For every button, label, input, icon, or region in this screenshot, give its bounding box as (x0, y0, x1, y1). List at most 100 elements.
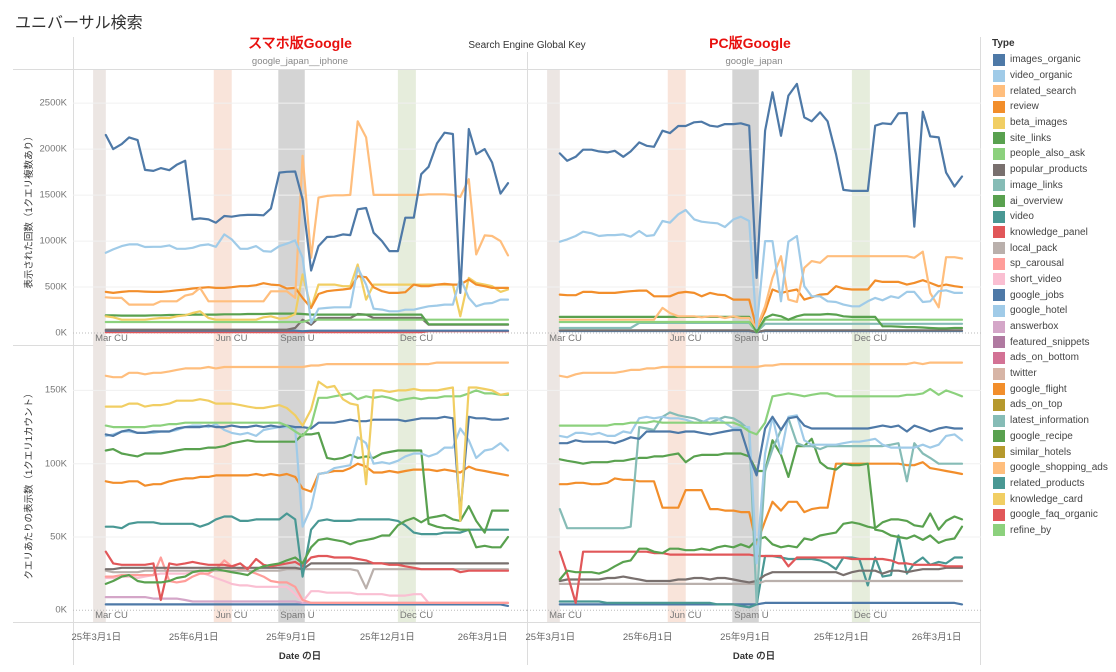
band-label: Dec CU (854, 610, 887, 621)
legend-swatch (993, 414, 1005, 427)
legend-swatch (993, 493, 1005, 506)
global-key-header: Search Engine Global Key (468, 40, 586, 51)
legend-item-knowledge_panel[interactable]: knowledge_panel (987, 225, 1116, 241)
band-spam-u (278, 345, 305, 622)
legend-item-ads_on_top[interactable]: ads_on_top (987, 397, 1116, 413)
legend-label: local_pack (1010, 242, 1058, 254)
legend-item-google_hotel[interactable]: google_hotel (987, 303, 1116, 319)
legend-item-google_flight[interactable]: google_flight (987, 381, 1116, 397)
legend-title: Type (992, 38, 1015, 49)
legend-swatch (993, 383, 1005, 396)
pc-annotation: PC版Google (709, 35, 791, 51)
legend-item-featured_snippets[interactable]: featured_snippets (987, 334, 1116, 350)
series-line-local_pack (558, 579, 964, 585)
series-line-people_also_ask (104, 318, 510, 324)
legend-item-local_pack[interactable]: local_pack (987, 240, 1116, 256)
series-line-images_organic (104, 415, 510, 515)
series-line-video_organic (104, 233, 510, 325)
legend-item-images_organic[interactable]: images_organic (987, 52, 1116, 68)
legend-label: knowledge_panel (1010, 226, 1088, 238)
legend-item-google_recipe[interactable]: google_recipe (987, 429, 1116, 445)
header-divider (13, 69, 980, 70)
band-dec-cu (397, 345, 416, 622)
series-line-related_search (558, 361, 964, 379)
series-line-site_links (558, 312, 964, 334)
legend-swatch (993, 430, 1005, 443)
legend-item-ai_overview[interactable]: ai_overview (987, 193, 1116, 209)
band-label: Jun CU (216, 610, 248, 621)
band-jun-cu (213, 345, 232, 622)
legend-item-related_search[interactable]: related_search (987, 83, 1116, 99)
chart-panel: Mar CU Jun CU Spam U Dec CU (73, 345, 527, 622)
series-line-video_organic (558, 208, 964, 330)
legend-item-image_links[interactable]: image_links (987, 178, 1116, 194)
left-axis-line (73, 37, 74, 665)
legend-label: image_links (1010, 179, 1063, 191)
x-tick-label: 26年3月1日 (457, 632, 508, 643)
legend-item-video[interactable]: video (987, 209, 1116, 225)
series-line-ai_overview (104, 431, 510, 549)
legend-item-people_also_ask[interactable]: people_also_ask (987, 146, 1116, 162)
y-tick-label: 0K (55, 327, 67, 339)
legend-label: people_also_ask (1010, 148, 1086, 160)
band-mar-cu (93, 345, 106, 622)
x-tick-label: 25年3月1日 (525, 632, 576, 643)
legend-item-review[interactable]: review (987, 99, 1116, 115)
legend-item-related_products[interactable]: related_products (987, 476, 1116, 492)
legend-item-google_jobs[interactable]: google_jobs (987, 287, 1116, 303)
legend-item-knowledge_card[interactable]: knowledge_card (987, 491, 1116, 507)
legend-swatch (993, 320, 1005, 333)
series-line-video_organic (558, 414, 964, 565)
y-tick-label: 150K (44, 384, 67, 396)
legend-label: google_faq_organic (1010, 509, 1098, 521)
legend-item-site_links[interactable]: site_links (987, 130, 1116, 146)
legend-swatch (993, 508, 1005, 521)
series-line-beta_images (104, 380, 510, 522)
legend-item-popular_products[interactable]: popular_products (987, 162, 1116, 178)
legend-item-google_faq_organic[interactable]: google_faq_organic (987, 507, 1116, 523)
series-line-images_organic (558, 82, 964, 279)
legend-item-ads_on_bottom[interactable]: ads_on_bottom (987, 350, 1116, 366)
series-line-popular_products (558, 566, 964, 584)
legend-label: sp_carousal (1010, 258, 1064, 270)
legend-label: video_organic (1010, 70, 1073, 82)
legend-item-answerbox[interactable]: answerbox (987, 319, 1116, 335)
x-axis-title-right: Date の日 (732, 651, 776, 662)
legend-label: review (1010, 101, 1039, 113)
series-line-sp_carousal (104, 556, 510, 604)
legend-swatch (993, 163, 1005, 176)
legend-item-beta_images[interactable]: beta_images (987, 115, 1116, 131)
legend-item-refine_by[interactable]: refine_by (987, 523, 1116, 539)
legend-item-short_video[interactable]: short_video (987, 272, 1116, 288)
legend-item-sp_carousal[interactable]: sp_carousal (987, 256, 1116, 272)
x-axis-title-left: Date の日 (278, 651, 322, 662)
band-label: Jun CU (670, 610, 702, 621)
right-frame-line (980, 37, 981, 665)
legend-swatch (993, 210, 1005, 223)
legend-label: video (1010, 211, 1034, 223)
band-label: Spam U (734, 333, 768, 344)
legend-swatch (993, 53, 1005, 66)
legend-item-google_shopping_ads[interactable]: google_shopping_ads (987, 460, 1116, 476)
band-label: Dec CU (854, 333, 887, 344)
legend-item-similar_hotels[interactable]: similar_hotels (987, 444, 1116, 460)
y-tick-label: 2000K (39, 143, 67, 155)
legend-swatch (993, 195, 1005, 208)
legend-item-twitter[interactable]: twitter (987, 366, 1116, 382)
axis-divider (13, 622, 980, 623)
legend-item-latest_information[interactable]: latest_information (987, 413, 1116, 429)
band-label: Dec CU (400, 333, 433, 344)
band-dec-cu (851, 345, 870, 622)
legend-swatch (993, 242, 1005, 255)
series-line-knowledge_panel (104, 550, 510, 602)
legend-swatch (993, 69, 1005, 82)
series-line-popular_products (558, 329, 964, 334)
band-mar-cu (93, 70, 106, 345)
series-line-site_links (104, 312, 510, 326)
legend-label: google_jobs (1010, 289, 1064, 301)
legend-label: google_shopping_ads (1010, 462, 1108, 474)
band-mar-cu (547, 345, 560, 622)
legend-item-video_organic[interactable]: video_organic (987, 68, 1116, 84)
x-tick-label: 25年6月1日 (168, 632, 219, 643)
band-label: Spam U (734, 610, 768, 621)
